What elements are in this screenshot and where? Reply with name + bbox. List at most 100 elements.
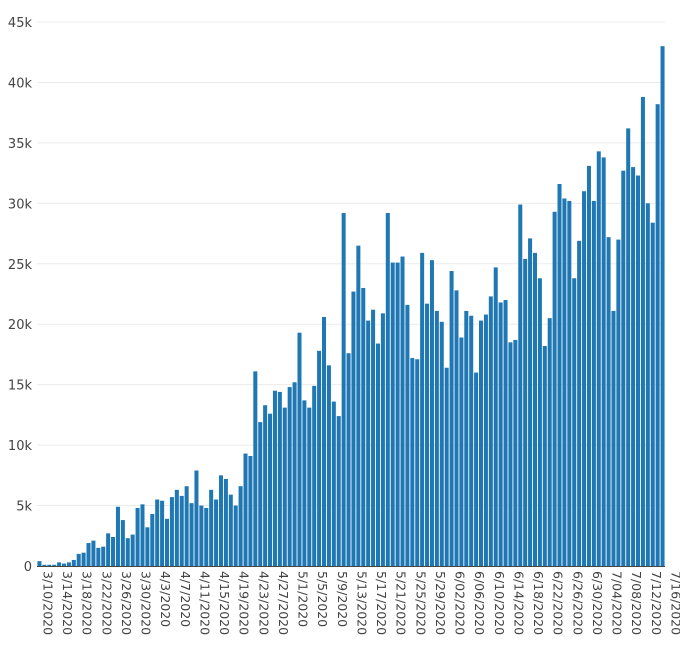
bar[interactable] — [542, 345, 547, 566]
bar[interactable] — [218, 475, 223, 566]
bar[interactable] — [528, 238, 533, 566]
bar[interactable] — [459, 337, 464, 566]
bar[interactable] — [179, 495, 184, 566]
bar[interactable] — [42, 564, 47, 566]
bar[interactable] — [228, 494, 233, 566]
bar[interactable] — [248, 455, 253, 566]
bar[interactable] — [351, 291, 356, 566]
bar[interactable] — [150, 514, 155, 566]
bar[interactable] — [375, 343, 380, 566]
bar[interactable] — [380, 313, 385, 566]
bar[interactable] — [76, 553, 81, 566]
bar[interactable] — [194, 470, 199, 566]
bar[interactable] — [400, 256, 405, 566]
bar[interactable] — [425, 303, 430, 566]
bar[interactable] — [513, 339, 518, 566]
bar[interactable] — [395, 262, 400, 566]
bar[interactable] — [91, 540, 96, 566]
bar[interactable] — [572, 278, 577, 566]
bar[interactable] — [106, 533, 111, 566]
bar[interactable] — [616, 239, 621, 566]
bar[interactable] — [518, 204, 523, 566]
bar[interactable] — [223, 478, 228, 566]
bar[interactable] — [371, 309, 376, 566]
bar[interactable] — [532, 252, 537, 567]
bar[interactable] — [601, 157, 606, 566]
bar[interactable] — [479, 320, 484, 566]
bar[interactable] — [390, 262, 395, 566]
bar[interactable] — [483, 314, 488, 566]
bar[interactable] — [120, 520, 125, 566]
bar[interactable] — [366, 320, 371, 566]
bar[interactable] — [606, 237, 611, 566]
bar[interactable] — [591, 200, 596, 566]
bar[interactable] — [297, 332, 302, 566]
bar[interactable] — [552, 211, 557, 566]
bar[interactable] — [233, 505, 238, 566]
bar[interactable] — [434, 310, 439, 566]
bar[interactable] — [115, 506, 120, 566]
bar[interactable] — [547, 318, 552, 566]
bar[interactable] — [488, 296, 493, 566]
bar[interactable] — [636, 175, 641, 567]
bar[interactable] — [429, 260, 434, 566]
bar[interactable] — [420, 252, 425, 567]
bar[interactable] — [508, 342, 513, 566]
bar[interactable] — [268, 413, 273, 566]
bar[interactable] — [645, 203, 650, 567]
bar[interactable] — [253, 371, 258, 566]
bar[interactable] — [631, 167, 636, 567]
bar[interactable] — [238, 486, 243, 566]
bar[interactable] — [282, 407, 287, 566]
bar[interactable] — [621, 170, 626, 566]
bar[interactable] — [61, 563, 66, 566]
bar[interactable] — [125, 538, 130, 566]
bar[interactable] — [160, 500, 165, 566]
bar[interactable] — [444, 367, 449, 566]
bar[interactable] — [287, 387, 292, 566]
bar[interactable] — [307, 407, 312, 566]
bar[interactable] — [184, 486, 189, 566]
bar[interactable] — [640, 96, 645, 566]
bar[interactable] — [111, 536, 116, 566]
bar[interactable] — [498, 302, 503, 566]
bar[interactable] — [346, 353, 351, 566]
bar[interactable] — [277, 391, 282, 566]
bar[interactable] — [326, 365, 331, 566]
bar[interactable] — [57, 562, 62, 566]
bar[interactable] — [493, 267, 498, 566]
bar[interactable] — [586, 165, 591, 566]
bar[interactable] — [135, 507, 140, 566]
bar[interactable] — [439, 321, 444, 566]
bar[interactable] — [81, 552, 86, 566]
bar[interactable] — [174, 489, 179, 566]
bar[interactable] — [52, 564, 57, 566]
bar[interactable] — [86, 543, 91, 566]
bar[interactable] — [577, 240, 582, 566]
bar[interactable] — [650, 222, 655, 567]
bar[interactable] — [336, 416, 341, 566]
bar[interactable] — [503, 300, 508, 566]
bar[interactable] — [405, 304, 410, 566]
bar[interactable] — [302, 400, 307, 566]
bar[interactable] — [449, 271, 454, 566]
bar[interactable] — [361, 287, 366, 566]
bar[interactable] — [169, 497, 174, 566]
bar[interactable] — [454, 290, 459, 566]
bar[interactable] — [523, 258, 528, 566]
bar[interactable] — [410, 358, 415, 566]
bar[interactable] — [312, 385, 317, 566]
bar[interactable] — [209, 489, 214, 566]
bar[interactable] — [292, 382, 297, 566]
bar[interactable] — [464, 310, 469, 566]
bar[interactable] — [331, 401, 336, 566]
bar[interactable] — [660, 46, 665, 566]
bar[interactable] — [71, 559, 76, 566]
bar[interactable] — [37, 561, 42, 566]
bar[interactable] — [655, 104, 660, 567]
bar[interactable] — [562, 198, 567, 566]
bar[interactable] — [596, 151, 601, 566]
bar[interactable] — [189, 503, 194, 566]
bar[interactable] — [66, 562, 71, 566]
bar[interactable] — [537, 278, 542, 566]
